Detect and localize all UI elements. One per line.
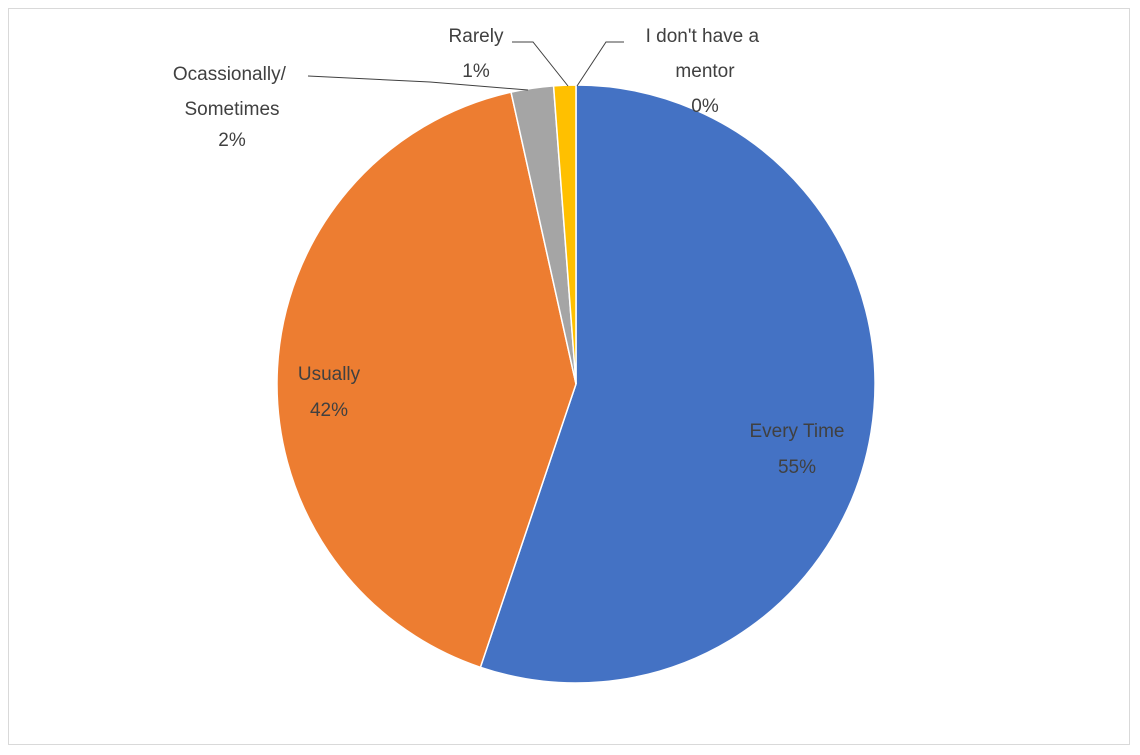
slice-label-mentor-line1: I don't have a bbox=[646, 26, 760, 47]
pie-slice-rarely bbox=[552, 84, 577, 385]
slice-percent-every-time: 55% bbox=[778, 457, 816, 478]
slice-labels: Every Time 55% Usually 42% Ocassionally/… bbox=[173, 26, 845, 478]
slice-label-rarely: Rarely bbox=[449, 26, 504, 47]
slice-label-ocassionally-line1: Ocassionally/ bbox=[173, 64, 287, 85]
slice-label-mentor-line2: mentor bbox=[675, 61, 735, 82]
slice-label-every-time: Every Time bbox=[749, 421, 844, 442]
leader-lines bbox=[307, 41, 624, 91]
slice-percent-usually: 42% bbox=[310, 400, 348, 421]
slice-label-mentor: I don't have a mentor bbox=[646, 26, 765, 82]
slice-label-ocassionally-line2: Sometimes bbox=[184, 99, 279, 120]
slice-percent-mentor: 0% bbox=[691, 96, 719, 117]
pie-slice-every-time bbox=[479, 84, 876, 684]
leader-line-ocassionally bbox=[307, 75, 529, 91]
slice-percent-ocassionally: 2% bbox=[218, 130, 246, 151]
slice-percent-rarely: 1% bbox=[462, 61, 490, 82]
leader-line-mentor bbox=[576, 41, 624, 87]
leader-line-rarely bbox=[512, 41, 569, 87]
pie-slice-usually bbox=[276, 91, 577, 669]
slice-label-usually: Usually bbox=[298, 364, 361, 385]
slice-label-ocassionally: Ocassionally/ Sometimes bbox=[173, 64, 291, 120]
pie-slices bbox=[276, 84, 876, 684]
